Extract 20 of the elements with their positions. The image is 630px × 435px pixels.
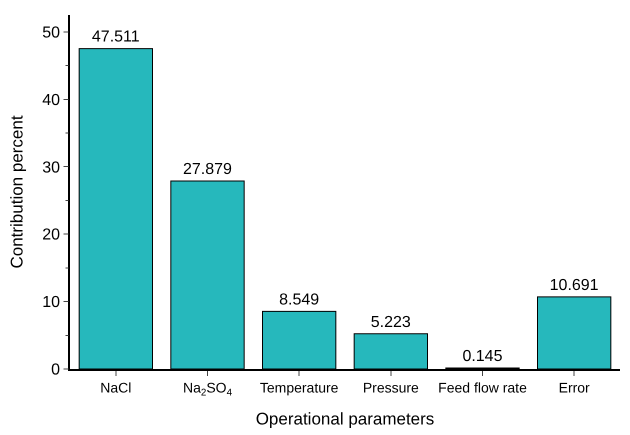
x-axis-title: Operational parameters	[256, 409, 434, 428]
x-tick-label: Temperature	[260, 380, 339, 396]
y-axis-title: Contribution percent	[7, 115, 26, 269]
data-label: 5.223	[370, 314, 411, 331]
x-tick-label: Pressure	[362, 380, 420, 396]
data-label: 10.691	[550, 276, 599, 294]
x-tick-label: Error	[558, 380, 590, 396]
data-label: 47.511	[92, 28, 140, 46]
data-label: 0.145	[462, 348, 503, 366]
y-tick-label: 50	[42, 24, 60, 42]
x-tick-label: Na$_{2}$SO$_{4}$	[182, 380, 233, 398]
x-tick-label: Feed flow rate	[438, 380, 528, 396]
data-label: 8.549	[279, 291, 320, 308]
y-tick-label: 30	[42, 159, 60, 176]
y-tick-label: 10	[42, 294, 60, 312]
y-tick-label: 20	[42, 226, 60, 244]
data-label: 27.879	[182, 161, 232, 178]
y-tick-label: 0	[51, 362, 60, 379]
y-tick-label: 40	[42, 92, 60, 109]
x-tick-label: NaCl	[100, 380, 132, 396]
